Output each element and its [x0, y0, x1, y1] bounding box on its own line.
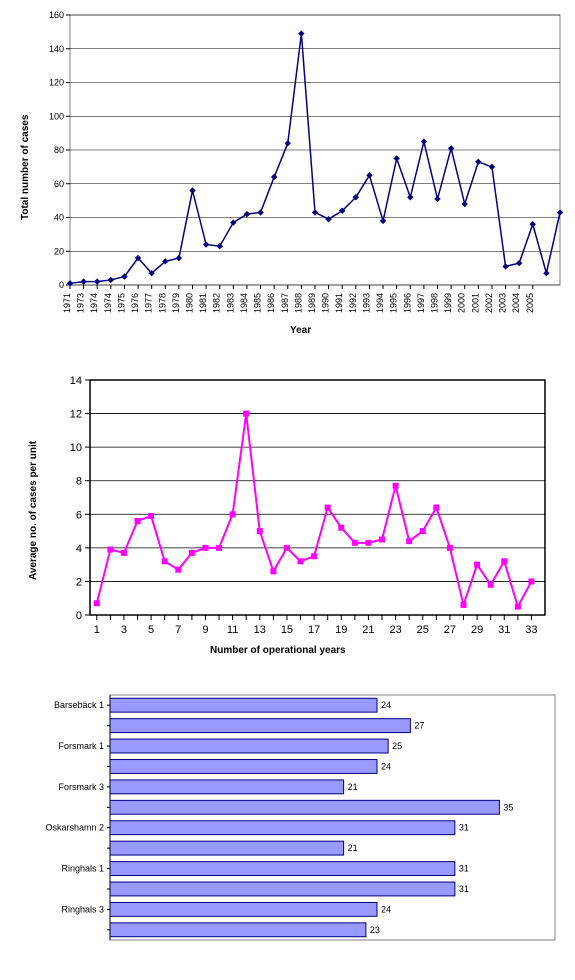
svg-text:1999: 1999 [443, 293, 453, 313]
svg-text:13: 13 [254, 624, 266, 636]
svg-text:1990: 1990 [321, 293, 331, 313]
svg-text:27: 27 [414, 721, 424, 731]
svg-text:1986: 1986 [266, 293, 276, 313]
svg-text:17: 17 [308, 624, 320, 636]
svg-text:1980: 1980 [185, 293, 195, 313]
svg-text:25: 25 [392, 741, 402, 751]
svg-text:35: 35 [503, 802, 513, 812]
svg-text:23: 23 [370, 925, 380, 935]
svg-text:2002: 2002 [484, 293, 494, 313]
svg-text:5: 5 [148, 624, 154, 636]
svg-text:1975: 1975 [116, 293, 126, 313]
svg-text:1979: 1979 [171, 293, 181, 313]
y-axis-label-2: Average no. of cases per unit [28, 441, 39, 580]
svg-text:24: 24 [381, 700, 391, 710]
svg-text:2001: 2001 [470, 293, 480, 313]
svg-text:11: 11 [227, 624, 238, 636]
total-cases-chart: Total number of cases 0 20 40 60 80 100 120 140… [10, 10, 565, 350]
svg-text:Forsmark 3: Forsmark 3 [58, 782, 104, 792]
x-axis-label-1: Year [290, 325, 311, 336]
svg-text:20: 20 [54, 246, 64, 256]
svg-text:21: 21 [348, 782, 358, 792]
svg-text:1984: 1984 [239, 293, 249, 313]
operational-years-bar-chart: 24 Barsebäck 1 27 25 Forsmark 1 24 21 Forsmark … [10, 690, 565, 950]
svg-text:Barsebäck 1: Barsebäck 1 [54, 700, 104, 710]
avg-cases-chart: Average no. of cases per unit 0246810121… [10, 370, 565, 670]
svg-text:23: 23 [389, 624, 401, 636]
svg-text:1977: 1977 [144, 293, 154, 313]
svg-text:31: 31 [459, 864, 469, 874]
svg-text:10: 10 [70, 442, 82, 454]
svg-text:2005: 2005 [525, 293, 535, 313]
svg-text:1996: 1996 [402, 293, 412, 313]
svg-text:2003: 2003 [498, 293, 508, 313]
chart1-svg: 0204060801001201401601971197319741974197… [10, 10, 565, 320]
svg-text:1983: 1983 [225, 293, 235, 313]
svg-text:1981: 1981 [198, 293, 208, 313]
svg-text:1995: 1995 [389, 293, 399, 313]
svg-text:21: 21 [348, 843, 358, 853]
svg-text:24: 24 [381, 761, 391, 771]
svg-text:31: 31 [498, 624, 510, 636]
svg-text:140: 140 [49, 44, 64, 54]
svg-text:2: 2 [76, 576, 82, 588]
svg-text:27: 27 [444, 624, 456, 636]
svg-text:2004: 2004 [511, 293, 521, 313]
svg-text:1989: 1989 [307, 293, 317, 313]
svg-text:Forsmark 1: Forsmark 1 [58, 741, 104, 751]
svg-text:7: 7 [175, 624, 181, 636]
svg-text:1988: 1988 [293, 293, 303, 313]
x-axis-label-2: Number of operational years [210, 645, 346, 656]
svg-text:24: 24 [381, 904, 391, 914]
svg-text:1974: 1974 [103, 293, 113, 313]
svg-text:31: 31 [459, 884, 469, 894]
svg-text:1: 1 [94, 624, 100, 636]
svg-text:40: 40 [54, 213, 64, 223]
svg-text:0: 0 [76, 610, 82, 622]
svg-text:31: 31 [459, 823, 469, 833]
svg-text:160: 160 [49, 10, 64, 20]
svg-text:3: 3 [121, 624, 127, 636]
chart3-svg: 24 Barsebäck 1 27 25 Forsmark 1 24 21 Forsmark … [10, 690, 565, 950]
svg-text:80: 80 [54, 145, 64, 155]
svg-text:1991: 1991 [334, 293, 344, 313]
svg-text:14: 14 [70, 375, 82, 387]
svg-text:Oskarshamn 2: Oskarshamn 2 [45, 823, 104, 833]
svg-text:9: 9 [202, 624, 208, 636]
svg-text:1978: 1978 [157, 293, 167, 313]
svg-text:1997: 1997 [416, 293, 426, 313]
svg-text:12: 12 [70, 409, 82, 421]
svg-text:1994: 1994 [375, 293, 385, 313]
svg-text:4: 4 [76, 543, 82, 555]
svg-text:33: 33 [525, 624, 537, 636]
svg-text:Ringhals 1: Ringhals 1 [61, 864, 104, 874]
svg-text:1973: 1973 [76, 293, 86, 313]
svg-text:1998: 1998 [430, 293, 440, 313]
svg-text:1974: 1974 [89, 293, 99, 313]
svg-text:60: 60 [54, 179, 64, 189]
svg-text:6: 6 [76, 509, 82, 521]
svg-text:29: 29 [471, 624, 483, 636]
svg-text:2000: 2000 [457, 293, 467, 313]
svg-text:1987: 1987 [280, 293, 290, 313]
svg-text:25: 25 [417, 624, 429, 636]
svg-text:21: 21 [362, 624, 374, 636]
svg-text:1982: 1982 [212, 293, 222, 313]
svg-text:1985: 1985 [253, 293, 263, 313]
svg-text:8: 8 [76, 476, 82, 488]
svg-text:0: 0 [59, 280, 64, 290]
svg-text:1971: 1971 [62, 293, 72, 313]
svg-text:1992: 1992 [348, 293, 358, 313]
svg-text:Ringhals 3: Ringhals 3 [61, 904, 104, 914]
svg-text:1993: 1993 [361, 293, 371, 313]
svg-text:19: 19 [335, 624, 347, 636]
svg-text:15: 15 [281, 624, 293, 636]
svg-text:120: 120 [49, 78, 64, 88]
chart2-svg: 0246810121413579111315171921232527293133 [10, 370, 565, 645]
svg-text:1976: 1976 [130, 293, 140, 313]
svg-text:100: 100 [49, 111, 64, 121]
y-axis-label-1: Total number of cases [20, 115, 31, 220]
